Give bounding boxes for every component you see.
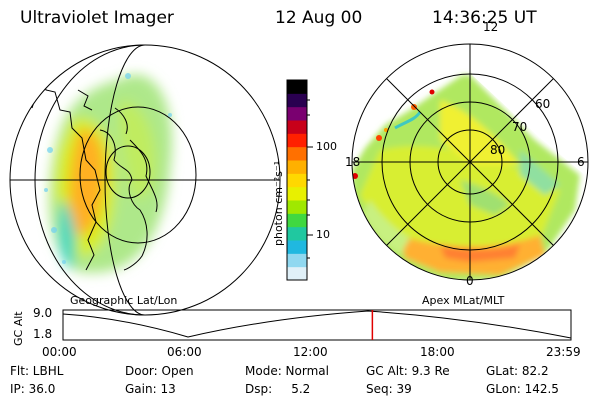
colorbar-segment bbox=[287, 160, 307, 174]
mlat-label-80: 80 bbox=[490, 143, 506, 157]
colorbar-segment bbox=[287, 146, 307, 161]
info-filter: Flt: LBHL bbox=[10, 364, 64, 378]
colorbar-tick-100: 100 bbox=[316, 140, 337, 153]
header-date: 12 Aug 00 bbox=[275, 8, 363, 28]
info-dsp: Dsp: 5.2 bbox=[245, 382, 311, 396]
colorbar-segment bbox=[287, 253, 307, 268]
colorbar-segment bbox=[287, 133, 307, 148]
orbit-plot bbox=[62, 309, 572, 341]
colorbar-segment bbox=[287, 226, 307, 241]
colorbar-segment bbox=[287, 106, 307, 121]
orbit-x-tick-0000: 00:00 bbox=[42, 345, 77, 359]
mlat-label-60: 60 bbox=[535, 97, 551, 111]
info-door: Door: Open bbox=[125, 364, 194, 378]
info-ip: IP: 36.0 bbox=[10, 382, 56, 396]
colorbar-segment bbox=[287, 80, 307, 94]
geographic-image bbox=[9, 44, 281, 316]
info-gain: Gain: 13 bbox=[125, 382, 176, 396]
colorbar bbox=[286, 79, 308, 281]
orbit-y-axis-label: GC Alt bbox=[12, 311, 25, 346]
polar-panel-label: Apex MLat/MLT bbox=[422, 294, 505, 307]
mlt-label-6: 6 bbox=[577, 155, 585, 169]
colorbar-segment bbox=[287, 200, 307, 214]
colorbar-tick-10: 10 bbox=[316, 228, 330, 241]
orbit-x-tick-0600: 06:00 bbox=[167, 345, 202, 359]
info-glon: GLon: 142.5 bbox=[486, 382, 559, 396]
info-seq: Seq: 39 bbox=[366, 382, 412, 396]
mlat-label-70: 70 bbox=[512, 120, 528, 134]
header-time: 14:36:25 UT bbox=[432, 8, 537, 28]
polar-image bbox=[351, 43, 589, 281]
orbit-y-tick-min: 1.8 bbox=[33, 327, 53, 341]
info-gc-alt: GC Alt: 9.3 Re bbox=[366, 364, 450, 378]
colorbar-unit-label: photon cm⁻²s⁻¹ bbox=[272, 160, 285, 246]
geographic-panel-label: Geographic Lat/Lon bbox=[70, 294, 178, 307]
info-glat: GLat: 82.2 bbox=[486, 364, 549, 378]
orbit-x-tick-2359: 23:59 bbox=[546, 345, 581, 359]
info-mode: Mode: Normal bbox=[245, 364, 329, 378]
colorbar-segment bbox=[287, 120, 307, 134]
mlt-label-0: 0 bbox=[466, 274, 474, 288]
orbit-x-tick-1800: 18:00 bbox=[420, 345, 455, 359]
colorbar-segment bbox=[287, 186, 307, 201]
instrument-title: Ultraviolet Imager bbox=[20, 8, 174, 28]
colorbar-segment bbox=[287, 93, 307, 108]
colorbar-segment bbox=[287, 173, 307, 188]
mlt-label-12: 12 bbox=[483, 20, 499, 34]
colorbar-segment bbox=[287, 240, 307, 254]
colorbar-segment bbox=[287, 213, 307, 228]
mlt-label-18: 18 bbox=[345, 155, 361, 169]
colorbar-segment bbox=[287, 266, 307, 281]
orbit-x-tick-1200: 12:00 bbox=[293, 345, 328, 359]
colorbar-ticks bbox=[307, 99, 313, 259]
orbit-y-tick-max: 9.0 bbox=[33, 306, 53, 320]
